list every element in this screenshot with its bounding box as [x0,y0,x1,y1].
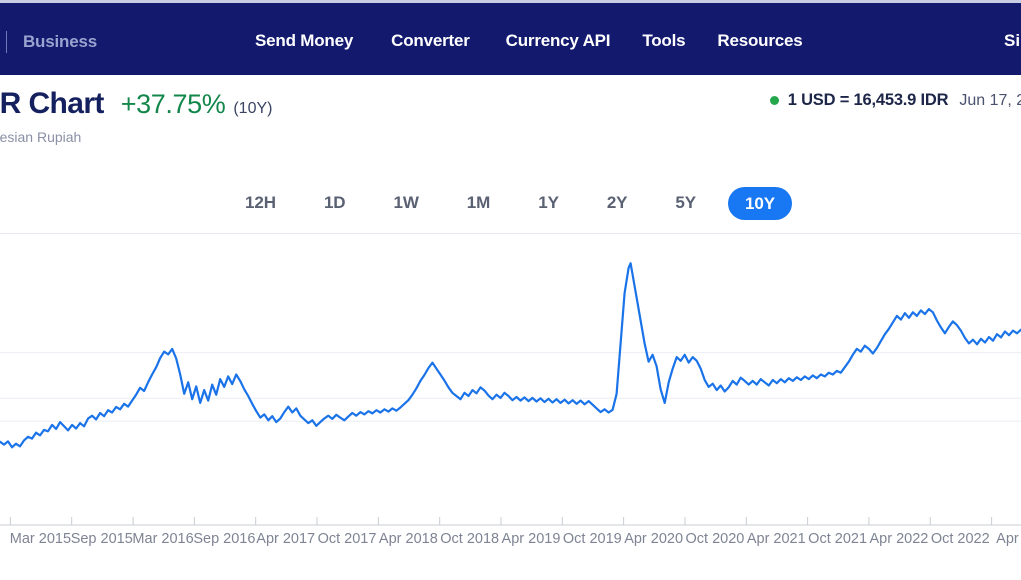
nav-menu: Send Money Converter Currency API Tools … [255,31,803,51]
chart-x-tick-label: Apr 2020 [624,531,684,547]
chart-gridlines [0,352,1021,422]
nav-divider [5,31,7,53]
change-percent: +37.75% [120,89,226,119]
current-rate-date: Jun 17, 202 [959,91,1021,109]
change-period: (10Y) [233,100,273,117]
chart-x-tick-label: Oct 2022 [930,531,990,547]
chart-x-tick-label: Apr 2018 [378,531,438,547]
price-chart[interactable] [0,237,1021,527]
chart-line-series [0,262,1021,449]
nav-audience-switch: nal Business [0,31,97,53]
range-tab-5y[interactable]: 5Y [665,188,706,218]
chart-x-tick-label: Oct 2018 [440,531,500,547]
range-tab-1w[interactable]: 1W [383,188,428,218]
header-divider [0,233,1021,234]
page-title-row: to IDR Chart +37.75% (10Y) [0,87,272,121]
chart-x-tick-label: Oct 2020 [685,531,745,547]
chart-x-tick-label: Mar 2015 [9,531,72,547]
nav-item-currency-api[interactable]: Currency API [505,31,611,50]
chart-canvas[interactable] [0,237,1021,527]
chart-x-tick-label: Apr 2021 [746,531,806,547]
range-tab-2y[interactable]: 2Y [597,188,638,218]
range-selector: 12H 1D 1W 1M 1Y 2Y 5Y 10Y [0,183,1021,223]
nav-item-resources[interactable]: Resources [717,31,803,50]
chart-x-tick-label: Mar 2016 [132,531,194,547]
nav-item-tools[interactable]: Tools [642,31,686,50]
chart-x-tick-label: Apr 2019 [501,531,561,547]
page-title: to IDR Chart [0,87,104,120]
chart-x-ticks [9,517,993,525]
current-rate-row: 1 USD = 16,453.9 IDR Jun 17, 202 [769,91,1021,110]
chart-header: to IDR Chart +37.75% (10Y) to Indonesian… [0,75,1021,234]
live-status-dot-icon [769,96,779,105]
range-tab-10y[interactable]: 10Y [728,186,792,220]
nav-business-link[interactable]: Business [22,32,97,51]
range-tab-12h[interactable]: 12H [235,188,286,218]
nav-item-converter[interactable]: Converter [391,31,470,50]
chart-x-tick-label: Apr 202 [996,531,1021,547]
chart-x-tick-label: Oct 2019 [562,531,622,547]
chart-x-tick-label: Sep 2015 [70,531,133,547]
chart-x-tick-label: Oct 2017 [317,531,377,547]
chart-x-axis-labels: Mar 2015 Sep 2015 Mar 2016 Sep 2016 Apr 2017… [0,525,1021,555]
current-rate-value: 1 USD = 16,453.9 IDR [787,91,949,109]
nav-item-send-money[interactable]: Send Money [255,31,354,50]
chart-x-tick-label: Apr 2017 [256,531,316,547]
chart-x-tick-label: Oct 2021 [808,531,868,547]
site-navbar: nal Business Send Money Converter Curren… [0,3,1021,75]
top-hairline [0,0,1021,3]
range-tab-1y[interactable]: 1Y [528,188,569,218]
range-tab-1m[interactable]: 1M [457,188,500,218]
chart-x-tick-label: Sep 2016 [193,531,256,547]
nav-signin-link[interactable]: Si [1004,31,1021,50]
range-tab-1d[interactable]: 1D [314,188,356,218]
chart-x-tick-label: Apr 2022 [869,531,929,547]
page-subtitle: to Indonesian Rupiah [0,129,82,145]
